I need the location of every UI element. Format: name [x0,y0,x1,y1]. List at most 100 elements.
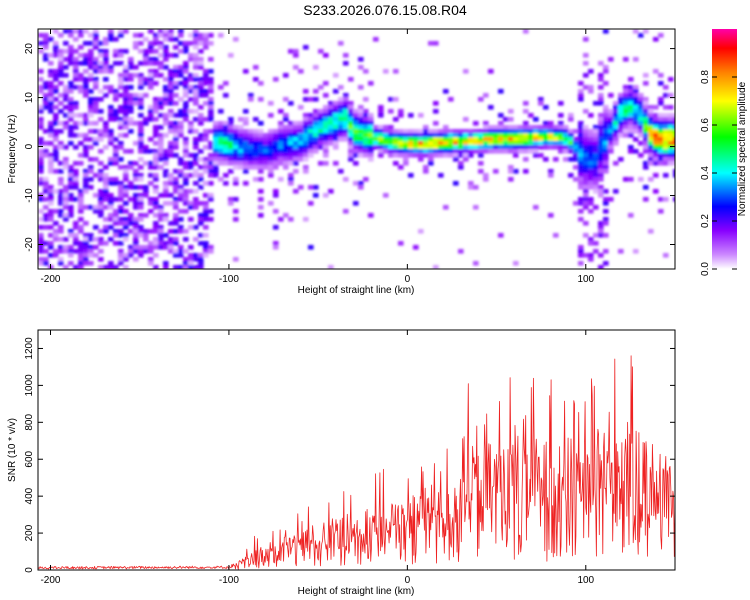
heatmap-cell [643,133,649,138]
heatmap-cell [613,125,619,130]
heatmap-cell [523,157,529,162]
heatmap-cell [158,193,164,198]
heatmap-cell [183,85,189,90]
heatmap-cell [608,197,614,202]
heatmap-cell [418,137,424,142]
heatmap-cell [583,177,589,182]
heatmap-cell [273,77,279,82]
heatmap-cell [163,97,169,102]
heatmap-cell [93,45,99,50]
heatmap-cell [208,157,214,162]
heatmap-cell [193,41,199,46]
heatmap-cell [153,205,159,210]
heatmap-cell [398,241,404,246]
heatmap-cell [123,217,129,222]
heatmap-cell [93,37,99,42]
heatmap-cell [458,249,464,254]
heatmap-cell [93,29,99,34]
heatmap-cell [38,89,44,94]
heatmap-cell [68,125,74,130]
heatmap-cell [183,65,189,70]
heatmap-cell [578,201,584,206]
heatmap-cell [603,153,609,158]
heatmap-cell [208,145,214,150]
heatmap-cell [173,197,179,202]
heatmap-cell [198,117,204,122]
heatmap-cell [433,149,439,154]
heatmap-cell [123,221,129,226]
heatmap-cell [128,221,134,226]
heatmap-cell [158,145,164,150]
heatmap-cell [203,233,209,238]
heatmap-cell [428,153,434,158]
heatmap-cell [363,137,369,142]
heatmap-cell [308,201,314,206]
heatmap-cell [288,145,294,150]
heatmap-cell [238,133,244,138]
heatmap-cell [68,253,74,258]
heatmap-cell [418,149,424,154]
heatmap-cell [103,129,109,134]
heatmap-cell [93,33,99,38]
heatmap-cell [248,97,254,102]
heatmap-cell [143,57,149,62]
heatmap-cell [238,153,244,158]
heatmap-cell [323,133,329,138]
heatmap-cell [328,109,334,114]
heatmap-cell [473,261,479,266]
heatmap-cell [203,209,209,214]
heatmap-cell [403,129,409,134]
heatmap-cell [598,193,604,198]
heatmap-cell [368,125,374,130]
heatmap-cell [673,149,675,154]
heatmap-cell [263,161,269,166]
heatmap-cell [673,161,675,166]
heatmap-cell [598,121,604,126]
heatmap-cell [63,213,69,218]
heatmap-cell [613,189,619,194]
heatmap-cell [88,137,94,142]
heatmap-cell [343,117,349,122]
heatmap-cell [513,149,519,154]
heatmap-cell [118,165,124,170]
heatmap-cell [223,153,229,158]
heatmap-cell [653,141,659,146]
heatmap-cell [238,141,244,146]
heatmap-cell [438,153,444,158]
heatmap-cell [143,121,149,126]
heatmap-cell [233,141,239,146]
heatmap-cell [388,149,394,154]
heatmap-cell [633,113,639,118]
heatmap-cell [243,153,249,158]
heatmap-cell [58,161,64,166]
heatmap-cell [588,141,594,146]
heatmap-cell [103,165,109,170]
heatmap-cell [78,61,84,66]
heatmap-cell [218,145,224,150]
heatmap-cell [123,117,129,122]
heatmap-cell [478,137,484,142]
heatmap-cell [168,69,174,74]
heatmap-cell [43,257,49,262]
heatmap-cell [648,229,654,234]
heatmap-cell [98,149,104,154]
heatmap-cell [203,145,209,150]
heatmap-cell [68,181,74,186]
heatmap-cell [103,125,109,130]
heatmap-cell [118,133,124,138]
heatmap-cell [108,129,114,134]
heatmap-cell [203,137,209,142]
heatmap-cell [648,153,654,158]
heatmap-cell [138,81,144,86]
heatmap-cell [258,177,264,182]
heatmap-cell [268,161,274,166]
heatmap-cell [598,97,604,102]
heatmap-cell [583,141,589,146]
heatmap-cell [583,61,589,66]
heatmap-cell [503,141,509,146]
heatmap-cell [183,89,189,94]
heatmap-cell [248,153,254,158]
heatmap-cell [93,121,99,126]
heatmap-cell [78,205,84,210]
heatmap-cell [433,101,439,106]
